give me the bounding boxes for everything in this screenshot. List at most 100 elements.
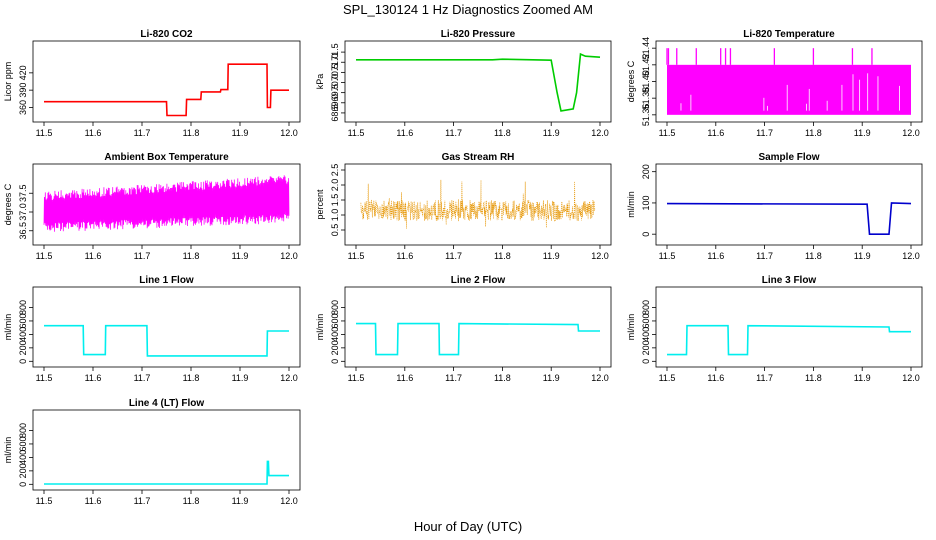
y-tick-label: 600 [18, 436, 28, 451]
panel-4: Ambient Box Temperature 11.5 11.6 11.7 11.8 1… [3, 152, 301, 261]
temperature-band [667, 64, 911, 115]
x-tick-label: 11.8 [183, 128, 200, 138]
panel-title: Li-820 Temperature [743, 29, 835, 40]
y-axis-label: degrees C [3, 183, 13, 225]
y-tick-label: 800 [641, 300, 651, 315]
panel-frame [344, 286, 612, 368]
y-tick-label: 200 [18, 340, 28, 355]
panel-frame [655, 286, 923, 368]
y-tick-label: 400 [18, 327, 28, 342]
y-tick-label: 37.5 [18, 184, 28, 202]
x-tick-label: 11.8 [805, 128, 822, 138]
x-tick-label: 11.7 [134, 373, 151, 383]
y-tick-label: 200 [330, 340, 340, 355]
x-tick-label: 11.9 [543, 251, 560, 261]
x-tick-label: 11.8 [183, 373, 200, 383]
x-tick-label: 11.6 [85, 128, 102, 138]
y-tick-label: 800 [18, 423, 28, 438]
panel-3: Li-820 Temperature 11.5 11.6 11.7 11.8 11.9 12… [626, 29, 923, 138]
y-tick-label: 400 [18, 450, 28, 465]
y-tick-label: 2.5 [330, 164, 340, 177]
y-tick-label: 36.5 [18, 222, 28, 240]
x-tick-label: 11.5 [659, 373, 676, 383]
data-layer [356, 322, 600, 356]
panel-9: Line 3 Flow 11.5 11.6 11.7 11.8 11.9 12.0 0 2004… [626, 275, 923, 383]
x-tick-label: 11.5 [348, 373, 365, 383]
y-tick-label: 0 [18, 482, 28, 487]
y-tick-label: 360 [18, 100, 28, 115]
panel-6: Sample Flow 11.5 11.6 11.7 11.8 11.9 12.0 0 100 2… [626, 152, 923, 261]
x-tick-label: 11.6 [85, 496, 102, 506]
y-tick-label: 70.5 [330, 64, 340, 82]
y-axis-label: percent [315, 189, 325, 220]
data-layer [666, 202, 912, 235]
panel-frame [344, 40, 612, 123]
y-axis-label: ml/min [3, 314, 13, 341]
x-tick-label: 11.6 [707, 373, 724, 383]
x-tick-label: 11.9 [232, 251, 249, 261]
panel-title: Sample Flow [758, 152, 819, 163]
x-tick-label: 11.8 [805, 251, 822, 261]
x-tick-label: 11.9 [854, 128, 871, 138]
y-tick-label: 51.36 [641, 104, 651, 127]
x-tick-label: 12.0 [280, 251, 298, 261]
y-tick-label: 0 [641, 359, 651, 364]
x-tick-label: 11.8 [494, 251, 511, 261]
x-tick-label: 11.8 [805, 373, 822, 383]
x-tick-label: 11.6 [396, 373, 413, 383]
panel-8: Line 2 Flow 11.5 11.6 11.7 11.8 11.9 12.0 0 2004… [315, 275, 612, 383]
data-layer [360, 179, 596, 229]
y-axis-label: degrees C [626, 60, 636, 102]
panel-title: Li-820 CO2 [140, 29, 193, 40]
y-tick-label: 100 [641, 195, 651, 210]
panel-1: Li-820 CO2 11.5 11.6 11.7 11.8 11.9 12.0 360 390… [3, 29, 301, 138]
x-tick-label: 11.6 [396, 128, 413, 138]
x-tick-label: 11.5 [348, 128, 365, 138]
y-tick-label: 69.0 [330, 94, 340, 112]
x-tick-label: 11.9 [854, 251, 871, 261]
x-tick-label: 11.7 [445, 373, 462, 383]
x-tick-label: 11.8 [494, 128, 511, 138]
y-tick-label: 71.0 [330, 53, 340, 71]
panel-5: Gas Stream RH 11.5 11.6 11.7 11.8 11.9 12.0 0.5… [315, 152, 612, 261]
panel-frame [32, 286, 301, 368]
x-tick-label: 11.5 [659, 128, 676, 138]
y-tick-label: 51.40 [641, 70, 651, 93]
data-layer [356, 52, 601, 112]
panel-title: Line 1 Flow [139, 275, 194, 286]
x-tick-label: 12.0 [902, 251, 920, 261]
x-tick-label: 12.0 [280, 373, 298, 383]
panel-frame [32, 163, 301, 246]
x-tick-label: 11.6 [707, 128, 724, 138]
y-tick-label: 600 [641, 313, 651, 328]
y-tick-label: 51.42 [641, 54, 651, 77]
series-line [667, 324, 911, 356]
y-tick-label: 71.5 [330, 43, 340, 61]
x-tick-label: 12.0 [591, 251, 609, 261]
x-tick-label: 11.8 [183, 251, 200, 261]
x-tick-label: 11.5 [36, 251, 53, 261]
x-tick-label: 11.7 [134, 128, 151, 138]
x-tick-label: 11.5 [36, 373, 53, 383]
x-tick-label: 11.7 [134, 496, 151, 506]
y-tick-label: 0 [330, 359, 340, 364]
panel-7: Line 1 Flow 11.5 11.6 11.7 11.8 11.9 12.0 0 2004… [3, 275, 301, 383]
figure-title: SPL_130124 1 Hz Diagnostics Zoomed AM [343, 2, 593, 17]
panel-title: Gas Stream RH [442, 152, 515, 163]
y-tick-label: 800 [18, 300, 28, 315]
x-tick-label: 12.0 [902, 128, 920, 138]
y-tick-label: 200 [641, 164, 651, 179]
y-tick-label: 51.44 [641, 37, 651, 60]
x-tick-label: 12.0 [591, 373, 609, 383]
x-tick-label: 11.6 [85, 373, 102, 383]
x-tick-label: 12.0 [591, 128, 609, 138]
x-tick-label: 11.9 [543, 128, 560, 138]
data-layer [44, 63, 289, 117]
panel-title: Line 2 Flow [451, 275, 506, 286]
x-tick-label: 11.8 [183, 496, 200, 506]
y-tick-label: 37.0 [18, 203, 28, 221]
x-tick-label: 11.9 [232, 128, 249, 138]
series-line [356, 322, 600, 356]
x-tick-label: 11.5 [36, 128, 53, 138]
